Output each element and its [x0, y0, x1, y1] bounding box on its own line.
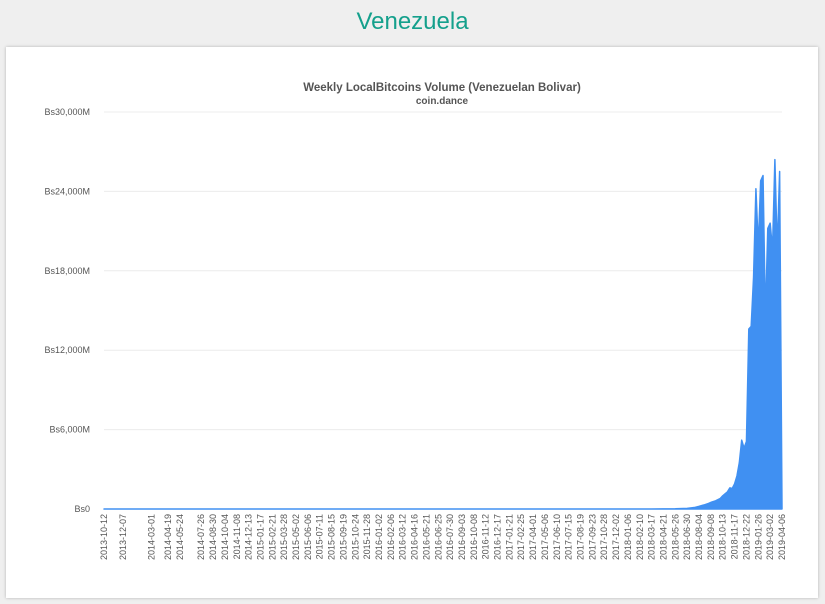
x-tick-label: 2017-02-25	[516, 514, 526, 560]
x-tick-label: 2016-12-17	[493, 514, 503, 560]
x-tick-label: 2014-04-19	[163, 514, 173, 560]
x-tick-label: 2018-08-04	[694, 514, 704, 560]
y-tick-label: Bs12,000M	[44, 345, 90, 355]
chart-card: Bs0 Bs6,000M Bs12,000M Bs18,000M Bs24,000M Bs…	[6, 47, 818, 598]
x-tick-label: 2014-12-13	[244, 514, 254, 560]
volume-chart: Bs0 Bs6,000M Bs12,000M Bs18,000M Bs24,000M Bs…	[44, 82, 787, 560]
x-tick-label: 2017-07-15	[564, 514, 574, 560]
x-tick-label: 2018-06-30	[682, 514, 692, 560]
x-tick-label: 2017-10-28	[599, 514, 609, 560]
x-tick-label: 2019-03-02	[765, 514, 775, 560]
x-tick-label: 2015-11-28	[362, 514, 372, 559]
x-tick-label: 2015-07-11	[315, 514, 325, 559]
x-tick-label: 2014-03-01	[146, 514, 156, 560]
x-tick-label: 2015-02-21	[267, 514, 277, 560]
grid-lines	[104, 111, 782, 510]
x-axis: 2013-10-12 2013-12-07 2014-03-01 2014-04-19…	[99, 514, 787, 560]
x-tick-label: 2018-02-10	[635, 514, 645, 560]
x-tick-label: 2017-12-02	[611, 514, 621, 560]
x-tick-label: 2014-07-26	[196, 514, 206, 560]
x-tick-label: 2015-05-02	[291, 514, 301, 560]
x-tick-label: 2017-04-01	[528, 514, 538, 560]
x-tick-label: 2016-04-16	[410, 514, 420, 560]
x-tick-label: 2017-09-23	[587, 514, 597, 560]
x-tick-label: 2016-11-12	[481, 514, 491, 559]
x-tick-label: 2018-01-06	[623, 514, 633, 560]
chart-title: Weekly LocalBitcoins Volume (Venezuelan …	[303, 82, 581, 94]
y-tick-label: Bs24,000M	[44, 186, 90, 196]
x-tick-label: 2015-08-15	[327, 514, 337, 560]
x-tick-label: 2016-05-21	[421, 514, 431, 560]
x-tick-label: 2014-05-24	[175, 514, 185, 560]
x-tick-label: 2018-09-08	[706, 514, 716, 560]
x-tick-label: 2018-05-26	[670, 514, 680, 560]
x-tick-label: 2017-01-21	[504, 514, 514, 560]
x-tick-label: 2015-10-24	[350, 514, 360, 560]
x-tick-label: 2018-03-17	[647, 514, 657, 560]
x-tick-label: 2014-11-08	[232, 514, 242, 559]
chart-subtitle: coin.dance	[416, 96, 469, 107]
x-tick-label: 2016-03-12	[398, 514, 408, 560]
x-tick-label: 2015-03-28	[279, 514, 289, 560]
x-tick-label: 2018-11-17	[730, 514, 740, 559]
x-tick-label: 2016-09-03	[457, 514, 467, 560]
x-tick-label: 2015-06-06	[303, 514, 313, 560]
x-tick-label: 2018-04-21	[658, 514, 668, 560]
x-tick-label: 2019-01-26	[753, 514, 763, 560]
x-tick-label: 2017-06-10	[552, 514, 562, 560]
x-tick-label: 2018-10-13	[718, 514, 728, 560]
x-tick-label: 2013-10-12	[99, 514, 109, 560]
y-tick-label: Bs18,000M	[44, 266, 90, 276]
x-tick-label: 2016-06-25	[433, 514, 443, 560]
series-area	[103, 158, 783, 510]
volume-area	[103, 158, 783, 510]
x-tick-label: 2018-12-22	[741, 514, 751, 560]
x-tick-label: 2016-10-08	[469, 514, 479, 560]
x-tick-label: 2014-10-04	[220, 514, 230, 560]
y-axis: Bs0 Bs6,000M Bs12,000M Bs18,000M Bs24,000M Bs…	[44, 107, 90, 514]
x-tick-label: 2016-07-30	[445, 514, 455, 560]
x-tick-label: 2019-04-06	[777, 514, 787, 560]
x-tick-label: 2015-01-17	[255, 514, 265, 560]
x-tick-label: 2016-01-02	[374, 514, 384, 560]
x-tick-label: 2013-12-07	[118, 514, 128, 560]
y-tick-label: Bs6,000M	[49, 425, 90, 435]
y-tick-label: Bs0	[74, 504, 90, 514]
x-tick-label: 2017-08-19	[575, 514, 585, 560]
page-heading: Venezuela	[356, 8, 469, 35]
x-tick-label: 2014-08-30	[208, 514, 218, 560]
x-tick-label: 2016-02-06	[386, 514, 396, 560]
x-tick-label: 2015-09-19	[338, 514, 348, 560]
y-tick-label: Bs30,000M	[44, 107, 90, 117]
x-tick-label: 2017-05-06	[540, 514, 550, 560]
